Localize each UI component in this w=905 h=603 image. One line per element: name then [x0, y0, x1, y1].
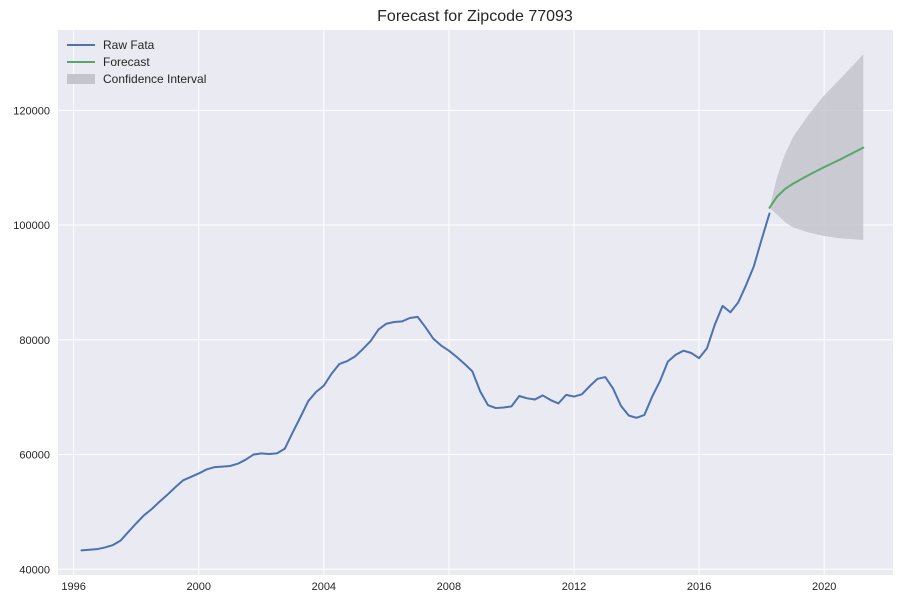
legend-label-forecast: Forecast	[103, 55, 150, 69]
confidence-interval-band	[769, 54, 864, 240]
legend-item-forecast: Forecast	[67, 55, 150, 69]
data-layer	[80, 54, 865, 552]
legend: Raw Fata Forecast Confidence Interval	[67, 38, 206, 86]
y-tick-label: 120000	[13, 105, 50, 117]
grid-lines	[58, 30, 893, 575]
legend-item-raw: Raw Fata	[67, 38, 155, 52]
legend-item-ci: Confidence Interval	[67, 72, 206, 86]
axis-labels: 1996 2000 2004 2008 2012 2016 2020 40000 60000 80…	[13, 105, 836, 593]
x-tick-label: 2000	[186, 581, 210, 593]
y-tick-label: 80000	[19, 335, 50, 347]
y-tick-label: 60000	[19, 450, 50, 462]
y-tick-label: 100000	[13, 220, 50, 232]
x-tick-label: 2020	[812, 581, 836, 593]
x-tick-label: 2008	[437, 581, 461, 593]
forecast-line	[768, 146, 865, 209]
raw-data-line	[80, 212, 771, 552]
x-tick-label: 2016	[687, 581, 711, 593]
plot-background	[58, 30, 893, 575]
x-tick-label: 1996	[61, 581, 85, 593]
y-tick-label: 40000	[19, 564, 50, 576]
x-tick-label: 2004	[312, 581, 336, 593]
legend-swatch-ci	[67, 74, 95, 84]
legend-label-ci: Confidence Interval	[103, 72, 206, 86]
legend-label-raw: Raw Fata	[103, 38, 155, 52]
x-tick-label: 2012	[562, 581, 586, 593]
chart-title: Forecast for Zipcode 77093	[377, 8, 573, 25]
